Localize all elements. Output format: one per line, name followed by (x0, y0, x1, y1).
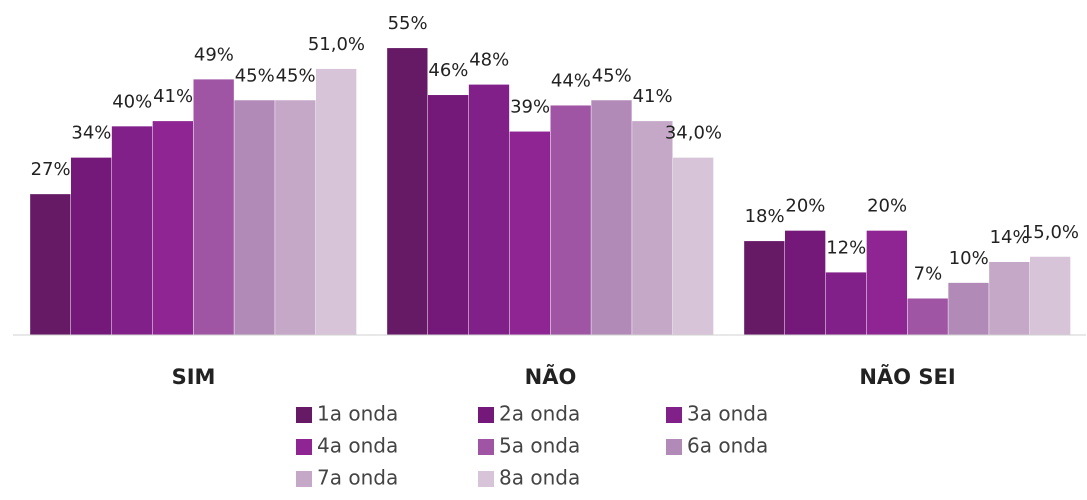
bar (468, 84, 510, 335)
bar (315, 68, 357, 335)
value-label: 41% (153, 86, 193, 107)
legend-label: 2a onda (499, 402, 580, 426)
value-label: 41% (633, 86, 673, 107)
legend-label: 1a onda (317, 402, 398, 426)
bar (275, 100, 316, 335)
bar (1029, 256, 1071, 335)
bar (632, 121, 673, 335)
value-label: 10% (949, 248, 989, 269)
bar (111, 126, 153, 335)
legend-swatch (478, 439, 494, 455)
value-label: 27% (31, 159, 71, 180)
legend-label: 6a onda (687, 434, 768, 458)
bar (866, 230, 907, 335)
legend-label: 7a onda (317, 466, 398, 490)
bar (672, 157, 714, 335)
bar (234, 100, 275, 335)
bar (550, 105, 591, 335)
legend-swatch (296, 439, 312, 455)
value-label: 46% (428, 60, 468, 81)
legend-swatch (666, 407, 682, 423)
legend-swatch (296, 407, 312, 423)
legend-label: 5a onda (499, 434, 580, 458)
value-label: 20% (867, 196, 907, 217)
value-label: 15,0% (1022, 222, 1079, 243)
value-label: 39% (510, 97, 550, 118)
bar (152, 121, 193, 335)
bar (948, 282, 989, 335)
value-label: 20% (785, 196, 825, 217)
value-label: 51,0% (308, 34, 365, 55)
legend-swatch (478, 471, 494, 487)
bar (591, 100, 632, 335)
value-label: 45% (235, 65, 275, 86)
legend-swatch (478, 407, 494, 423)
category-label: NÃO SEI (859, 364, 955, 389)
value-label: 12% (826, 237, 866, 258)
value-label: 45% (276, 65, 316, 86)
bar (989, 261, 1030, 335)
bar (825, 272, 867, 335)
bar (907, 298, 948, 335)
value-label: 34,0% (665, 123, 722, 144)
legend-label: 8a onda (499, 466, 580, 490)
bar (193, 79, 234, 335)
bar (744, 241, 785, 335)
value-label: 40% (112, 91, 152, 112)
bar (785, 230, 826, 335)
value-label: 48% (469, 50, 509, 71)
category-label: NÃO (525, 364, 577, 389)
bar (509, 131, 550, 335)
legend-swatch (296, 471, 312, 487)
value-label: 55% (388, 13, 428, 34)
bar (387, 48, 428, 335)
value-label: 7% (914, 263, 943, 284)
category-label: SIM (172, 365, 216, 389)
value-label: 49% (194, 44, 234, 65)
value-label: 45% (592, 65, 632, 86)
legend-label: 3a onda (687, 402, 768, 426)
bar (30, 194, 71, 335)
bar (71, 157, 112, 335)
value-label: 14% (990, 227, 1030, 248)
value-label: 18% (745, 206, 785, 227)
value-label: 34% (71, 123, 111, 144)
legend-swatch (666, 439, 682, 455)
value-label: 44% (551, 70, 591, 91)
bar (428, 95, 469, 336)
legend-label: 4a onda (317, 434, 398, 458)
